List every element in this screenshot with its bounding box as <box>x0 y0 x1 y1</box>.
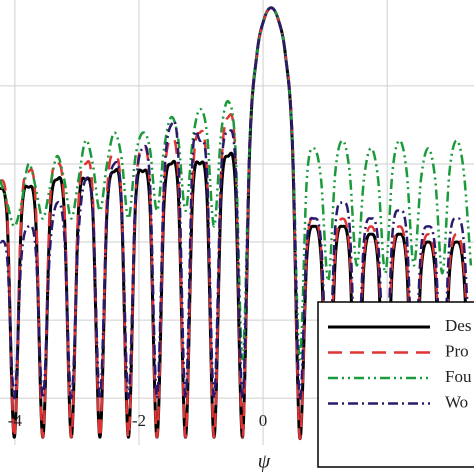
legend-label: Pro <box>445 341 469 360</box>
legend-label: Wo <box>445 392 468 411</box>
legend-label: Des <box>445 316 471 335</box>
x-tick-label: -2 <box>132 411 146 430</box>
legend-label: Fou <box>445 367 472 386</box>
legend: Des Pro Fou Wo <box>317 301 474 468</box>
x-axis-label: ψ <box>258 451 271 473</box>
x-tick-label: 0 <box>259 411 268 430</box>
x-tick-label: -4 <box>8 411 23 430</box>
legend-box <box>317 301 474 468</box>
